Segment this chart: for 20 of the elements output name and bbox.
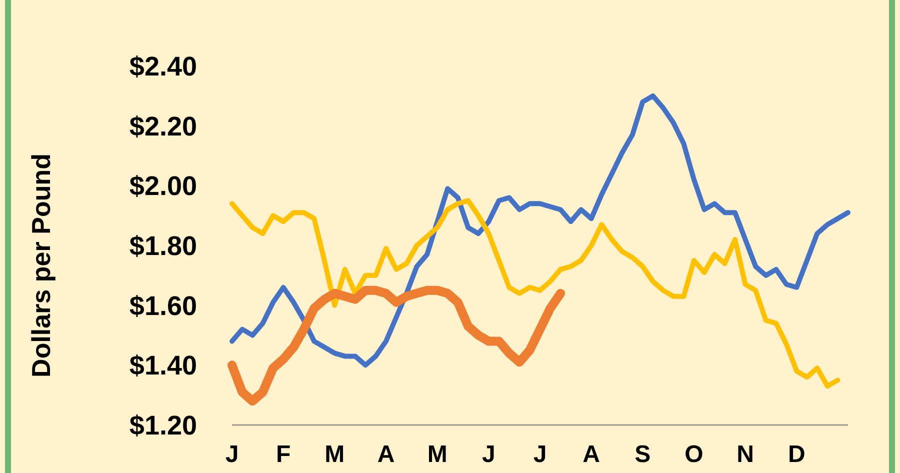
y-tick-label: $2.40 [129,51,197,82]
x-tick-label: N [736,441,754,468]
x-tick-label: J [225,441,239,468]
y-tick-label: $2.00 [129,171,197,202]
x-tick-label: O [684,441,704,468]
y-tick-label: $1.20 [129,410,197,440]
x-tick-label: J [533,441,547,468]
x-tick-label: F [276,441,291,468]
y-tick-label: $1.80 [129,230,197,261]
x-tick-label: M [324,441,345,468]
y-axis-title: Dollars per Pound [26,154,56,378]
y-tick-label: $2.20 [129,111,197,142]
x-tick-label: S [634,441,651,468]
y-tick-label: $1.40 [129,350,197,381]
x-tick-label: A [377,441,395,468]
x-tick-label: M [427,441,448,468]
y-tick-label: $1.60 [129,290,197,321]
x-tick-label: A [582,441,600,468]
x-tick-label: D [788,441,806,468]
x-tick-label: J [482,441,496,468]
